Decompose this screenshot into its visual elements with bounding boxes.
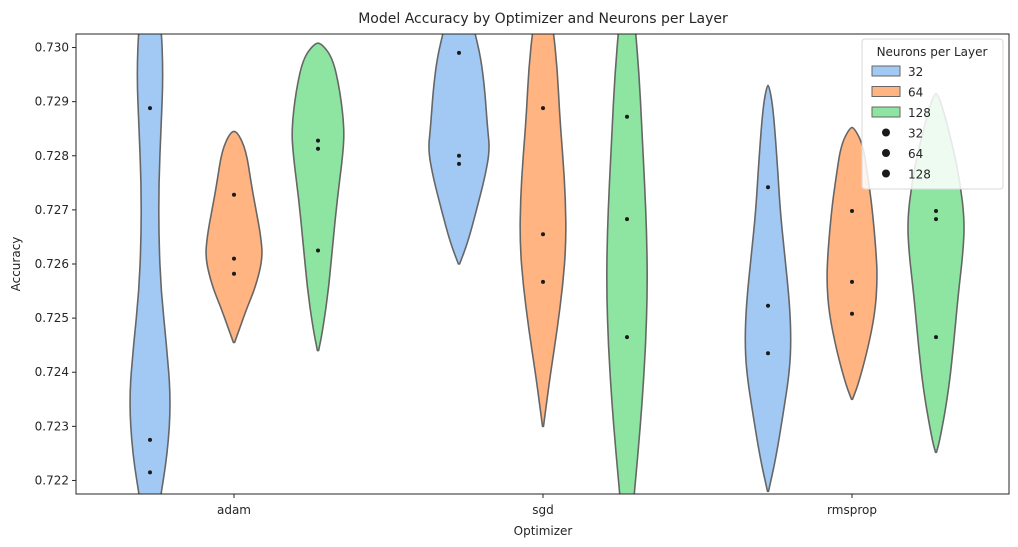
point-rmsprop-32-2 — [766, 351, 770, 356]
legend-label-32: 32 — [908, 65, 923, 79]
x-tick-label-rmsprop: rmsprop — [827, 503, 877, 517]
y-axis-label: Accuracy — [9, 237, 23, 292]
point-sgd-32-1 — [457, 153, 461, 158]
violin-rmsprop-32 — [744, 84, 792, 493]
legend-label-128: 128 — [908, 106, 931, 120]
violin-sgd-32 — [428, 34, 490, 265]
point-sgd-32-0 — [457, 50, 461, 55]
legend-swatch-128 — [871, 106, 901, 118]
point-rmsprop-128-1 — [934, 217, 938, 222]
violin-rmsprop-64 — [826, 126, 878, 401]
chart-title: Model Accuracy by Optimizer and Neurons … — [358, 11, 728, 27]
point-sgd-128-0 — [625, 114, 629, 119]
point-adam-32-1 — [148, 437, 152, 442]
x-tick-label-adam: adam — [217, 503, 251, 517]
legend-point-marker-64 — [882, 149, 890, 157]
y-tick-label: 0.730 — [35, 41, 69, 55]
violin-adam-32 — [129, 34, 171, 494]
y-axis-ticks: 0.722 0.723 0.724 0.725 0.726 0.727 0.728 0.729… — [35, 41, 76, 487]
point-rmsprop-128-2 — [934, 335, 938, 340]
point-rmsprop-32-0 — [766, 185, 770, 190]
point-sgd-32-2 — [457, 161, 461, 166]
legend-entries: 32 64 128 32 64 128 — [871, 65, 931, 182]
point-adam-128-2 — [316, 248, 320, 253]
y-tick-label: 0.726 — [35, 257, 69, 271]
legend-point-label-64: 64 — [908, 147, 923, 161]
point-adam-64-1 — [232, 256, 236, 261]
y-tick-label: 0.727 — [35, 203, 69, 217]
legend-point-marker-32 — [882, 128, 890, 137]
legend: Neurons per Layer 32 64 128 32 64 128 — [861, 38, 1004, 190]
point-rmsprop-32-1 — [766, 303, 770, 308]
legend-point-label-32: 32 — [908, 127, 923, 141]
violin-adam-128 — [291, 42, 345, 352]
point-sgd-128-1 — [625, 217, 629, 222]
y-tick-label: 0.725 — [35, 311, 69, 325]
point-adam-32-2 — [148, 470, 152, 475]
point-rmsprop-128-0 — [934, 209, 938, 213]
point-rmsprop-64-1 — [850, 279, 854, 284]
point-sgd-64-2 — [541, 279, 545, 284]
y-tick-label: 0.729 — [35, 95, 69, 109]
legend-point-marker-128 — [882, 169, 890, 178]
legend-label-64: 64 — [908, 86, 923, 100]
y-tick-label: 0.722 — [35, 473, 69, 487]
point-adam-64-2 — [232, 271, 236, 276]
point-adam-128-1 — [316, 146, 320, 151]
point-adam-128-0 — [316, 138, 320, 143]
y-tick-label: 0.724 — [35, 365, 69, 379]
legend-swatch-64 — [871, 86, 901, 97]
point-sgd-64-0 — [541, 106, 545, 111]
legend-point-label-128: 128 — [908, 168, 931, 182]
point-rmsprop-64-0 — [850, 209, 854, 213]
legend-title: Neurons per Layer — [877, 45, 988, 59]
y-tick-label: 0.723 — [35, 419, 69, 433]
violin-layer — [129, 34, 965, 494]
point-sgd-128-2 — [625, 335, 629, 340]
x-axis-ticks: adam sgd rmsprop — [217, 494, 877, 517]
point-rmsprop-64-2 — [850, 311, 854, 316]
legend-swatch-32 — [871, 65, 901, 77]
point-sgd-64-1 — [541, 232, 545, 237]
violin-sgd-64 — [519, 34, 567, 428]
y-tick-label: 0.728 — [35, 149, 69, 163]
point-adam-64-0 — [232, 192, 236, 197]
violin-adam-64 — [205, 130, 263, 344]
violin-sgd-128 — [606, 34, 648, 494]
x-tick-label-sgd: sgd — [532, 503, 554, 517]
point-adam-32-0 — [148, 106, 152, 111]
points-layer — [148, 50, 938, 475]
x-axis-label: Optimizer — [514, 524, 573, 538]
